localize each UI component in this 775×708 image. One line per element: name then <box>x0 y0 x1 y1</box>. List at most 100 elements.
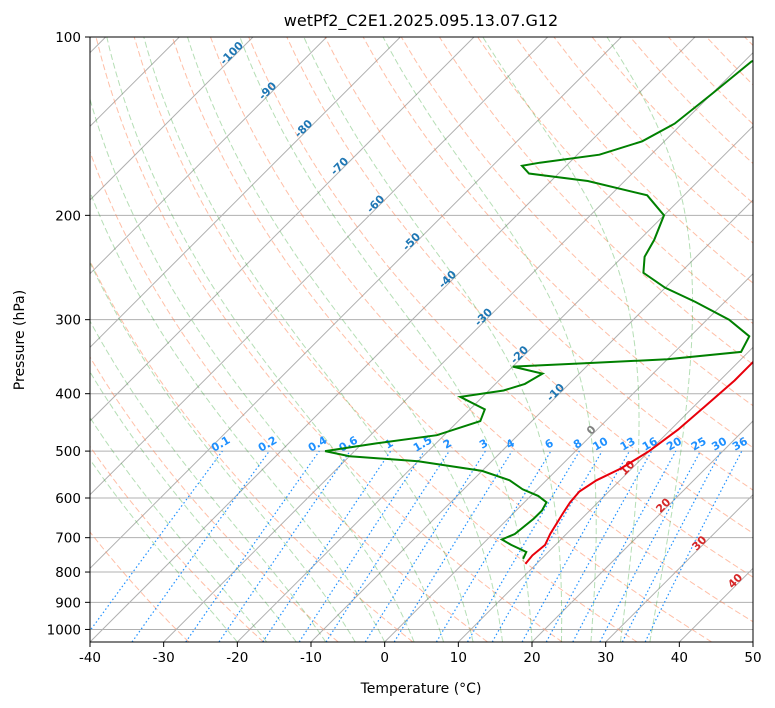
dry-adiabat <box>515 37 753 284</box>
y-axis-label: Pressure (hPa) <box>12 290 28 390</box>
isotherm-label: -60 <box>364 192 387 215</box>
mixing-ratio-line <box>572 450 677 642</box>
isotherm-label: -70 <box>328 155 351 178</box>
isotherm <box>531 420 753 642</box>
isotherm <box>605 493 753 642</box>
y-tick-label: 300 <box>55 313 81 329</box>
y-tick-label: 100 <box>55 30 81 46</box>
mixing-ratio-line <box>393 450 513 642</box>
isotherm <box>752 641 753 642</box>
dry-adiabat <box>668 37 753 125</box>
mixing-ratio-label: 2 <box>441 437 454 452</box>
dry-adiabat <box>553 37 753 244</box>
mixing-ratio-label: 3 <box>477 437 490 452</box>
x-tick-label: 20 <box>523 650 540 666</box>
dry-adiabat <box>90 150 488 642</box>
temperature-profile-line <box>524 360 753 565</box>
isotherm-label: -80 <box>292 117 315 140</box>
isotherm <box>90 37 549 496</box>
dry-adiabat <box>133 37 638 642</box>
isotherm <box>678 567 753 642</box>
dewpoint-profile-line <box>324 59 753 560</box>
moist-adiabat <box>303 37 563 642</box>
isotherm <box>90 37 696 642</box>
isotherm <box>384 272 753 642</box>
y-tick-label: 200 <box>55 208 81 224</box>
x-axis-label: Temperature (°C) <box>360 681 482 697</box>
x-tick-label: 30 <box>597 650 614 666</box>
dry-adiabat <box>95 37 563 642</box>
y-axis: 100 200 300 400 500 600 700 800 900 1000 <box>47 30 90 638</box>
isotherm <box>90 37 328 275</box>
isotherm <box>163 51 753 642</box>
mixing-ratio-line <box>599 450 702 642</box>
dry-adiabat <box>286 37 753 534</box>
moist-adiabat <box>106 37 445 642</box>
dry-adiabat <box>90 356 339 642</box>
mixing-ratio-line <box>131 450 270 642</box>
x-tick-label: 0 <box>380 650 389 666</box>
mixing-ratio-label: 4 <box>504 436 517 451</box>
mixing-ratio-line <box>185 450 320 642</box>
mixing-ratio-line <box>262 450 392 642</box>
moist-adiabat <box>143 37 474 642</box>
mixing-ratio-line <box>218 450 351 642</box>
dry-adiabat <box>210 37 753 623</box>
dry-adiabat <box>744 37 753 47</box>
mixing-ratio-line <box>435 450 552 642</box>
mixing-ratio-label: 6 <box>543 436 556 451</box>
isotherm <box>90 37 475 422</box>
x-tick-label: -10 <box>300 650 322 666</box>
isotherm-label: -30 <box>472 305 495 328</box>
y-tick-label: 800 <box>55 565 81 581</box>
mixing-ratio-line <box>545 450 653 642</box>
profile-lines <box>324 59 753 565</box>
isotherm <box>90 37 401 349</box>
x-tick-label: -40 <box>79 650 101 666</box>
moist-adiabat <box>90 370 297 642</box>
mixing-ratio-line <box>644 450 743 642</box>
mixing-ratio-line <box>90 450 223 632</box>
x-tick-label: -30 <box>153 650 175 666</box>
isotherm-label: -10 <box>544 381 567 404</box>
y-tick-label: 400 <box>55 387 81 403</box>
moist-adiabat <box>90 97 415 642</box>
dry-adiabat <box>706 37 753 86</box>
mixing-ratio-line <box>298 450 425 642</box>
isotherm <box>90 37 254 201</box>
mixing-ratio-line <box>521 450 631 642</box>
isotherm-label: -50 <box>400 230 423 253</box>
dry-adiabat <box>90 531 190 642</box>
moist-adiabat <box>606 37 694 642</box>
isotherm <box>236 125 753 642</box>
moist-adiabat <box>90 261 356 642</box>
y-tick-label: 1000 <box>47 622 81 638</box>
x-axis: -40 -30 -20 -10 0 10 20 30 40 50 <box>79 642 762 666</box>
moist-adiabat <box>382 37 597 642</box>
moist-adiabat <box>482 37 640 642</box>
x-tick-label: -20 <box>226 650 248 666</box>
mixing-ratio-line <box>325 450 450 642</box>
dry-adiabat <box>400 37 753 407</box>
dry-adiabat <box>90 445 264 642</box>
moist-adiabat <box>187 37 503 642</box>
moist-adiabat <box>239 37 533 642</box>
mixing-ratio-line <box>466 450 580 642</box>
y-tick-label: 600 <box>55 491 81 507</box>
isotherm-label: 30 <box>689 533 709 553</box>
plot-frame <box>89 36 754 643</box>
isotherm <box>457 346 753 642</box>
chart-title: wetPf2_C2E1.2025.095.13.07.G12 <box>284 11 558 31</box>
isotherm <box>90 37 622 570</box>
isotherm-label: -90 <box>256 79 279 102</box>
y-tick-label: 900 <box>55 595 81 611</box>
isotherm-label: -20 <box>508 343 531 366</box>
dry-adiabat <box>248 37 753 578</box>
y-tick-label: 500 <box>55 444 81 460</box>
moist-adiabat <box>90 190 386 642</box>
moist-adiabat <box>90 458 238 642</box>
dry-adiabat <box>438 37 753 366</box>
moist-adiabat <box>90 416 268 642</box>
x-tick-label: 50 <box>744 650 761 666</box>
